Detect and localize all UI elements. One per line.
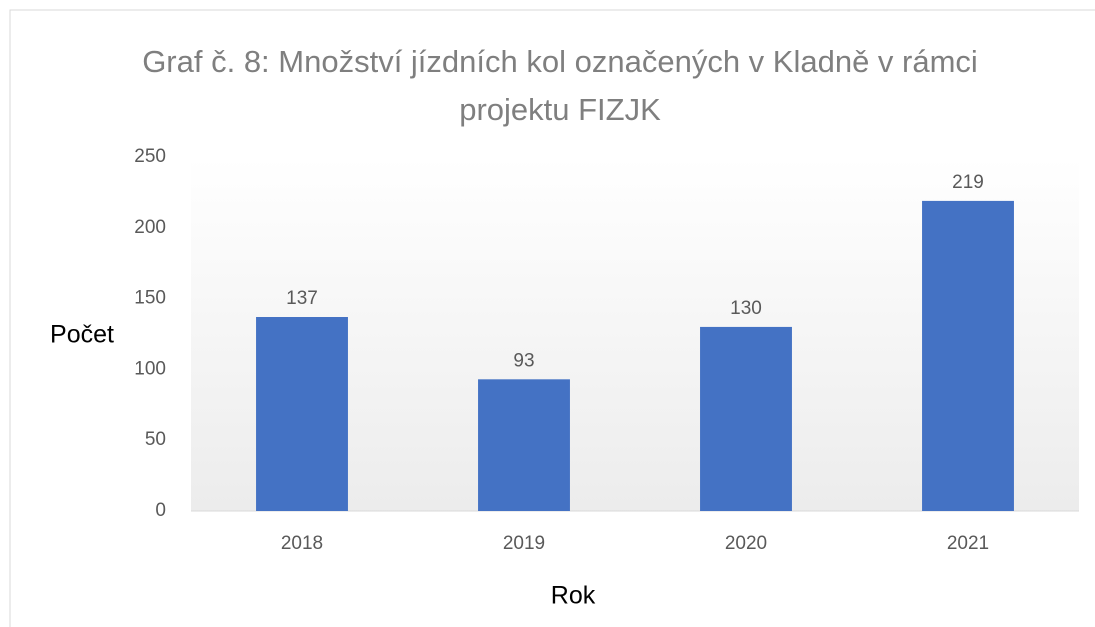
chart-title: Graf č. 8: Množství jízdních kol označen…: [142, 44, 978, 127]
y-tick-label: 100: [134, 358, 166, 379]
y-tick-label: 200: [134, 217, 166, 238]
y-axis-label: Počet: [50, 321, 114, 349]
bar: [922, 200, 1014, 511]
data-label: 219: [952, 172, 984, 193]
bar: [700, 326, 792, 511]
x-tick-label: 2018: [281, 533, 323, 554]
x-tick-label: 2021: [947, 533, 989, 554]
y-tick-label: 50: [145, 429, 166, 450]
y-tick-label: 150: [134, 288, 166, 309]
data-label: 93: [513, 350, 534, 371]
x-tick-label: 2019: [503, 533, 545, 554]
data-label: 130: [730, 298, 762, 319]
y-tick-label: 250: [134, 146, 166, 167]
chart-border: [9, 9, 1095, 627]
y-tick-label: 0: [155, 500, 166, 521]
data-label: 137: [286, 288, 318, 309]
x-axis-label: Rok: [551, 582, 596, 610]
x-tick-label: 2020: [725, 533, 767, 554]
bar: [478, 379, 570, 511]
bar: [256, 317, 348, 511]
